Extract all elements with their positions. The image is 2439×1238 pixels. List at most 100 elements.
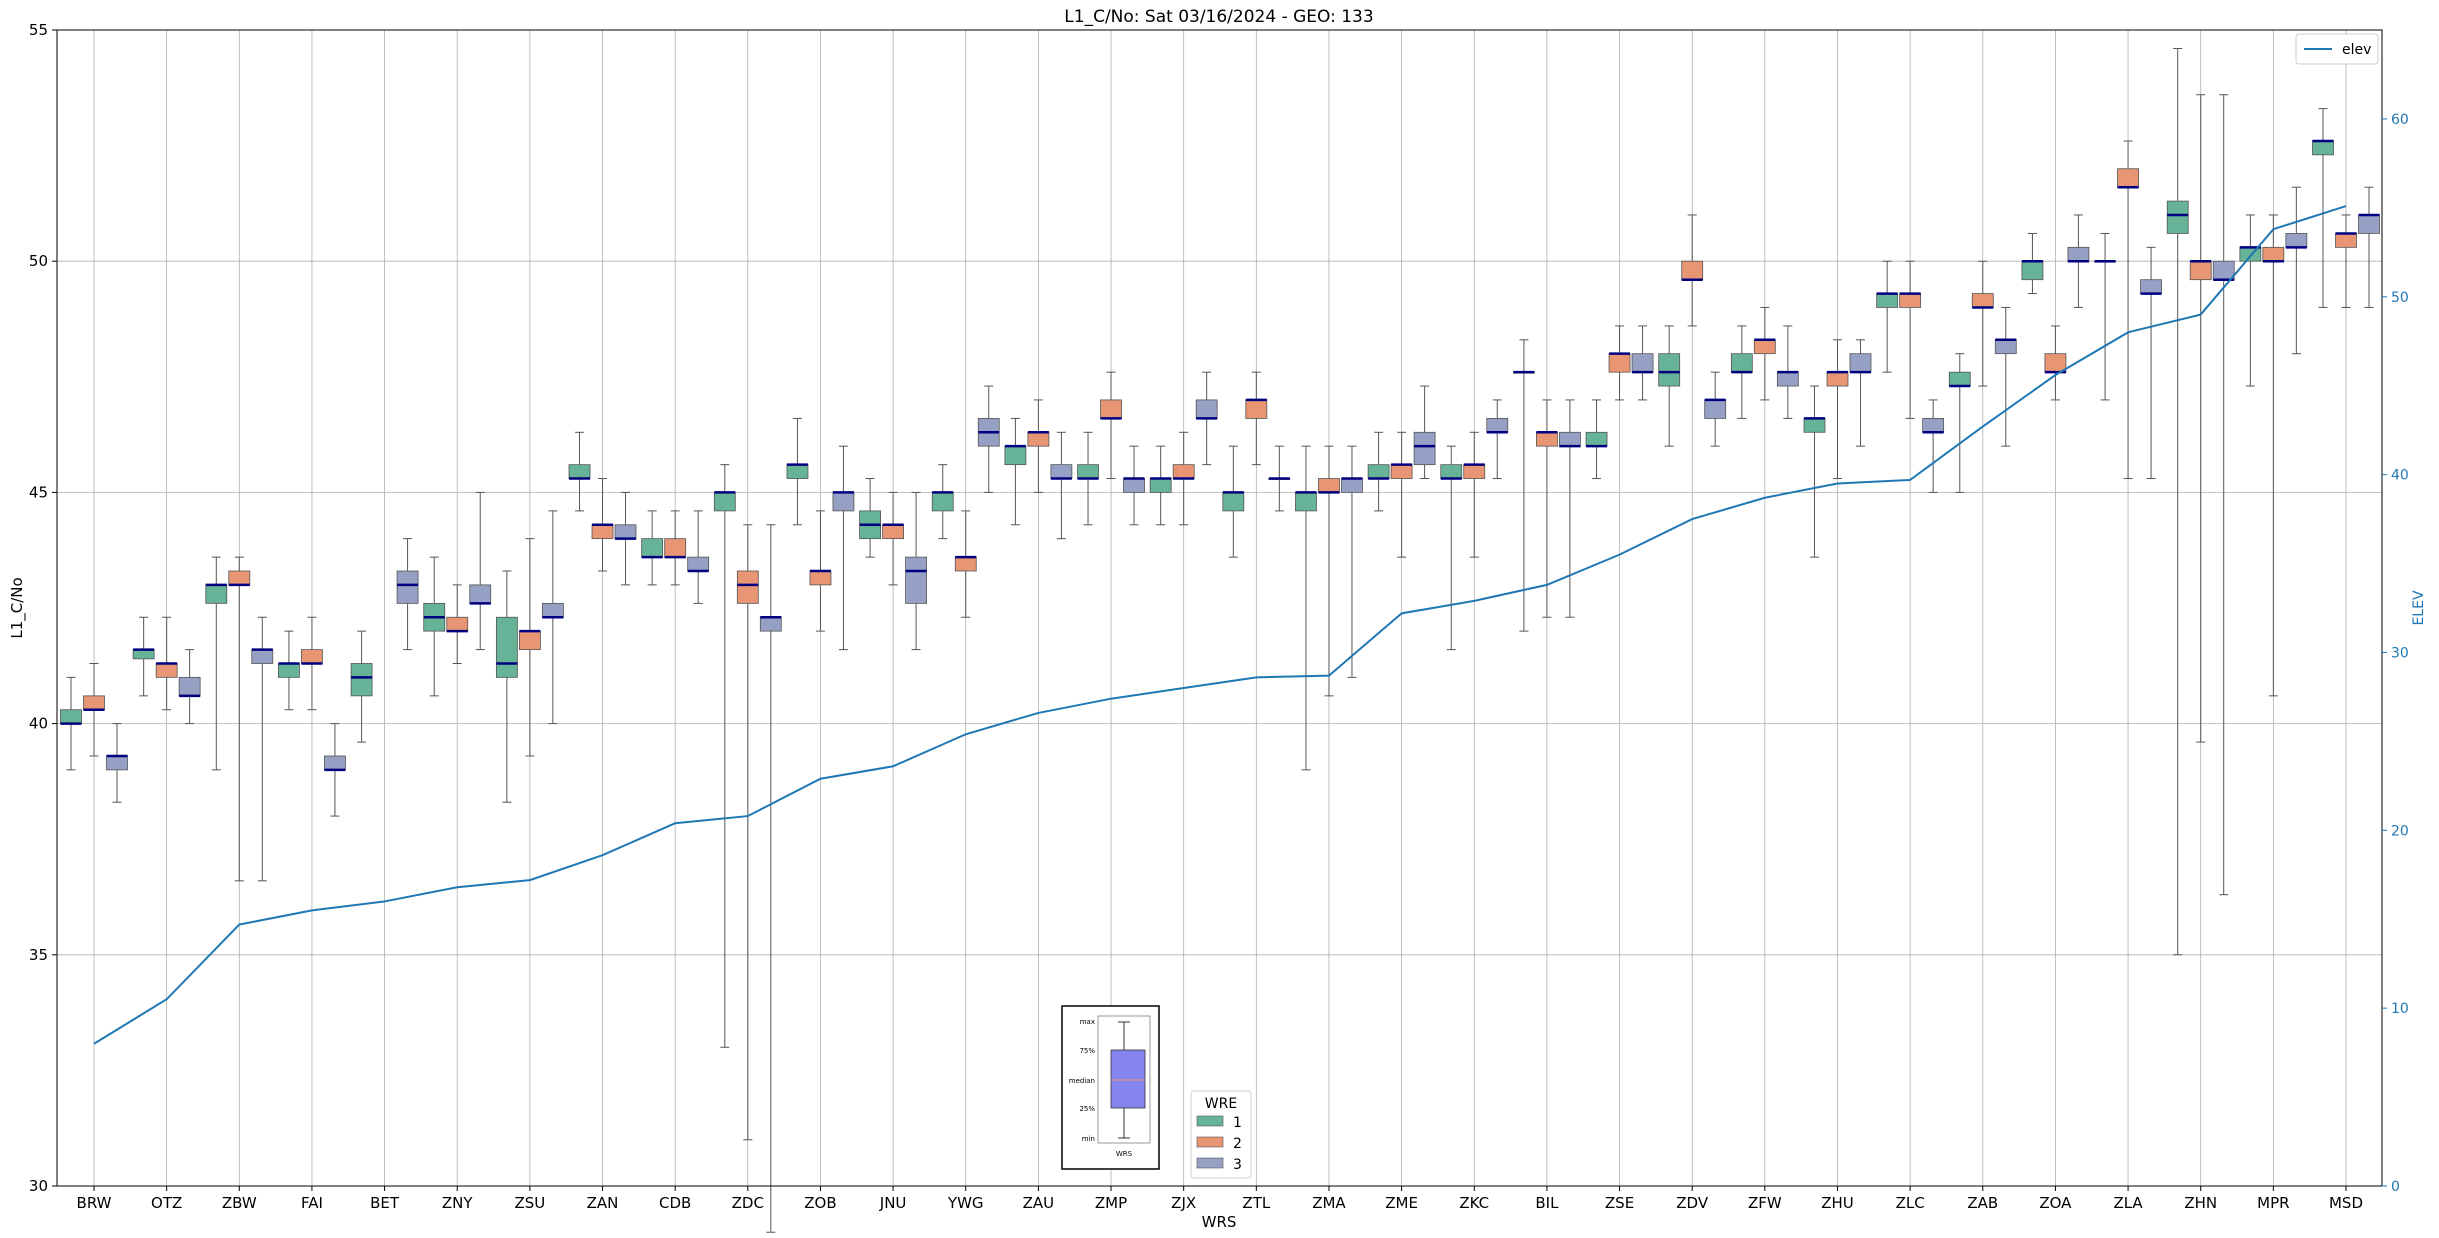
- plot-frame: [56, 29, 2383, 1187]
- box-wre1-otz: [132, 616, 155, 697]
- box-wre1-zbw: [205, 556, 228, 771]
- box-wre2-zoa: [2044, 325, 2067, 401]
- box-wre1-zse: [1585, 399, 1608, 480]
- x-tick-label: BRW: [77, 1194, 112, 1212]
- y2-tick-label: 10: [2391, 1001, 2409, 1017]
- box-wre3-zhn: [2212, 94, 2235, 896]
- chart-title: L1_C/No: Sat 03/16/2024 - GEO: 133: [1064, 7, 1373, 27]
- box-wre2-zhn: [2189, 94, 2212, 743]
- x-tick-label: ZAB: [1967, 1194, 1998, 1212]
- box-body: [786, 464, 809, 479]
- y2-tick-label: 50: [2391, 290, 2409, 306]
- box-body: [1681, 260, 1704, 281]
- box-body: [1463, 464, 1486, 479]
- box-wre1-bil: [1513, 339, 1535, 632]
- x-tick-label: ZLC: [1896, 1194, 1925, 1212]
- box-body: [1413, 431, 1436, 466]
- box-wre2-zse: [1608, 325, 1631, 401]
- box-wre1-mpr: [2239, 214, 2262, 387]
- wre-legend-swatch-1: [1196, 1115, 1224, 1127]
- box-body: [2140, 279, 2162, 294]
- elev-legend-label: elev: [2342, 42, 2371, 58]
- x-tick-label: ZDV: [1676, 1194, 1709, 1212]
- wre-legend: WRE 1 2 3: [1190, 1090, 1252, 1179]
- box-wre3-zkc: [1486, 399, 1509, 480]
- box-wre2-zsu: [518, 538, 541, 757]
- box-body: [1172, 464, 1195, 479]
- box-wre3-zab: [1994, 306, 2017, 447]
- x-tick-label: ZMA: [1312, 1194, 1346, 1212]
- x-tick-label: ZAN: [587, 1194, 619, 1212]
- box-body: [1994, 339, 2017, 355]
- x-tick-label: ZFW: [1748, 1194, 1782, 1212]
- box-wre1-zme: [1367, 431, 1390, 512]
- box-wre1-zdc: [713, 464, 736, 1048]
- x-tick-label: BET: [370, 1194, 400, 1212]
- x-tick-label: ZMP: [1095, 1194, 1127, 1212]
- box-wre1-zlc: [1876, 260, 1899, 373]
- box-body: [132, 649, 155, 660]
- box-wre2-zny: [446, 584, 469, 664]
- box-body: [228, 570, 251, 586]
- box-wre3-zdv: [1704, 371, 1727, 447]
- box-body: [931, 491, 954, 512]
- wre-legend-swatch-3: [1196, 1157, 1224, 1169]
- box-body: [1730, 353, 1753, 373]
- box-wre1-zoa: [2021, 232, 2044, 295]
- box-body: [2067, 246, 2090, 262]
- box-body: [2358, 214, 2380, 234]
- box-wre3-zla: [2140, 246, 2162, 480]
- box-wre3-zhu: [1849, 339, 1872, 447]
- x-axis-label: WRS: [1202, 1213, 1237, 1231]
- y-tick-label: 55: [29, 21, 48, 39]
- box-body: [614, 524, 637, 540]
- x-tick-label: JNU: [879, 1194, 907, 1212]
- x-tick-label: ZSE: [1605, 1194, 1634, 1212]
- box-wre3-zny: [469, 491, 492, 651]
- box-body: [591, 524, 614, 540]
- box-wre2-zab: [1971, 260, 1994, 387]
- box-body: [178, 676, 201, 697]
- box-body: [1050, 464, 1073, 479]
- box-body: [1318, 478, 1340, 493]
- box-wre2-zme: [1390, 431, 1413, 558]
- box-body: [736, 570, 759, 604]
- box-wre3-zse: [1631, 325, 1654, 401]
- box-wre1-ztl: [1222, 445, 1245, 558]
- box-body: [2212, 260, 2235, 281]
- x-tick-label: ZOA: [2039, 1194, 2072, 1212]
- box-body: [1608, 353, 1631, 373]
- x-tick-label: ZSU: [514, 1194, 545, 1212]
- box-wre3-bet: [396, 538, 419, 651]
- y-tick-label: 50: [29, 252, 48, 270]
- box-body: [2166, 200, 2189, 234]
- x-tick-label: ZME: [1385, 1194, 1418, 1212]
- box-wre3-zau: [1050, 431, 1073, 540]
- box-body: [2335, 233, 2357, 248]
- box-body: [1876, 293, 1899, 308]
- box-wre2-zdc: [736, 524, 759, 1141]
- box-wre1-zfw: [1730, 325, 1753, 419]
- x-tick-label: ZOB: [804, 1194, 836, 1212]
- box-wre1-zab: [1948, 353, 1971, 493]
- box-explainer-inset: max 75% median 25% min WRS: [1061, 1005, 1160, 1170]
- box-wre1-brw: [60, 676, 82, 771]
- box-wre3-zan: [614, 491, 637, 586]
- x-tick-label: YWG: [947, 1194, 984, 1212]
- inset-box: [1110, 1049, 1146, 1109]
- y2-tick-label: 0: [2391, 1179, 2400, 1195]
- box-body: [832, 491, 855, 512]
- box-wre1-jnu: [859, 478, 881, 558]
- elev-legend: elev: [2295, 33, 2379, 65]
- box-wre2-brw: [83, 662, 105, 757]
- box-wre2-otz: [155, 616, 178, 711]
- box-wre2-zla: [2117, 140, 2139, 480]
- box-wre3-bil: [1559, 399, 1581, 618]
- box-body: [1195, 399, 1218, 419]
- box-wre1-fai: [278, 630, 300, 711]
- box-body: [469, 584, 492, 604]
- box-wre2-zma: [1318, 445, 1340, 697]
- x-tick-label: ZKC: [1459, 1194, 1489, 1212]
- box-body: [1245, 399, 1268, 419]
